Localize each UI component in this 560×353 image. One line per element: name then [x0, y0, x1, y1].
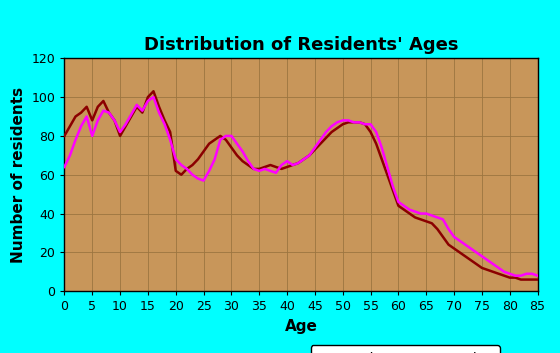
- Line: Males: Males: [64, 91, 538, 280]
- Females: [295, 161, 302, 165]
- Males: [534, 277, 541, 282]
- Males: [83, 104, 90, 109]
- Males: [72, 114, 79, 119]
- Females: [428, 213, 435, 217]
- Females: [512, 274, 519, 278]
- Males: [61, 134, 68, 138]
- Females: [534, 274, 541, 278]
- Males: [468, 258, 474, 262]
- Title: Distribution of Residents' Ages: Distribution of Residents' Ages: [144, 36, 458, 54]
- Y-axis label: Number of residents: Number of residents: [11, 87, 26, 263]
- Legend: Males, Females: Males, Females: [311, 345, 500, 353]
- Males: [428, 221, 435, 226]
- Males: [517, 277, 524, 282]
- Females: [83, 114, 90, 119]
- Females: [111, 118, 118, 122]
- Line: Females: Females: [64, 97, 538, 276]
- Females: [72, 138, 79, 142]
- Females: [61, 165, 68, 169]
- X-axis label: Age: Age: [284, 319, 318, 334]
- Males: [111, 118, 118, 122]
- Males: [295, 161, 302, 165]
- Females: [468, 246, 474, 251]
- Females: [150, 95, 157, 99]
- Males: [150, 89, 157, 94]
